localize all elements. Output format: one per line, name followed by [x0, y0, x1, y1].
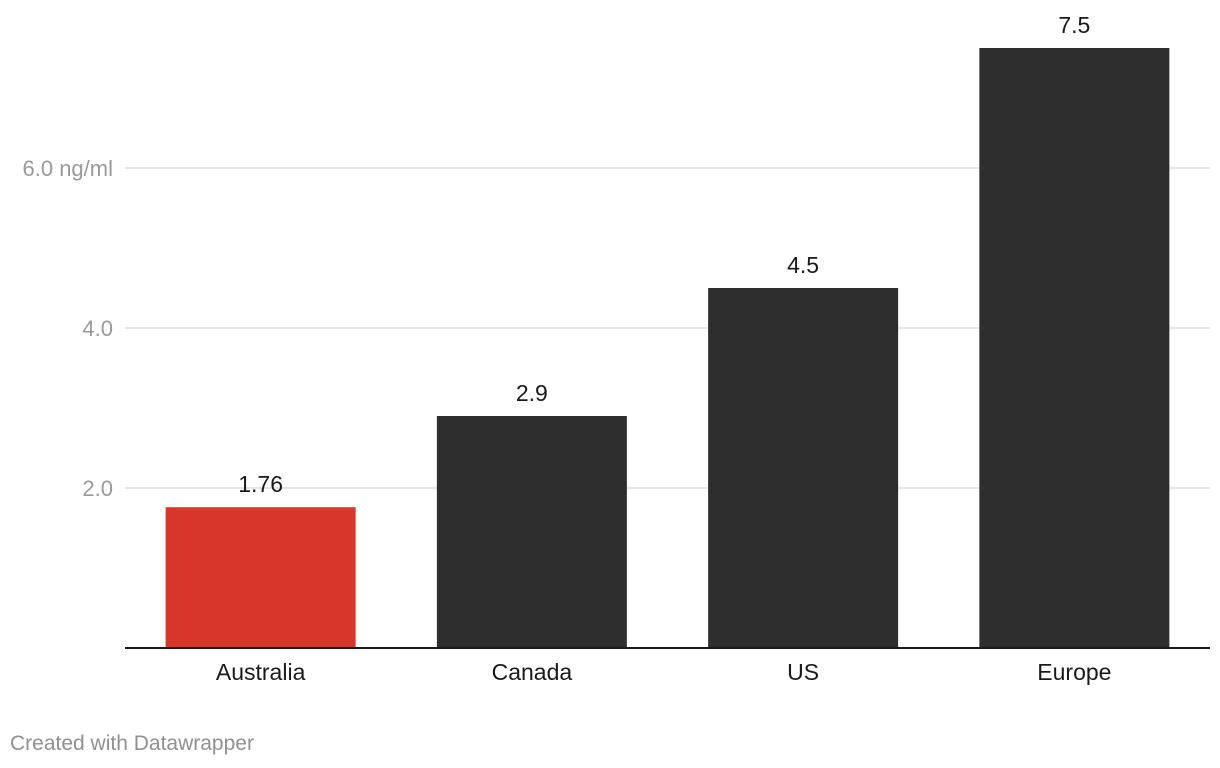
x-tick-label: US: [787, 659, 819, 685]
x-tick-label: Canada: [492, 659, 573, 685]
bar-australia: [165, 507, 356, 648]
footer-credit: Created with Datawrapper: [10, 732, 254, 755]
data-label: 2.9: [516, 380, 548, 406]
bar-europe: [979, 48, 1170, 648]
bar-us: [708, 288, 899, 648]
y-tick-label: 4.0: [82, 316, 113, 341]
y-tick-label: 6.0 ng/ml: [23, 156, 114, 181]
bar-chart: 2.0 4.0 6.0 ng/ml 1.76 Australia 2.9 Canada 4.5…: [23, 12, 1210, 685]
data-label: 7.5: [1058, 12, 1090, 38]
data-label: 4.5: [787, 252, 819, 278]
y-tick-label: 2.0: [82, 476, 113, 501]
x-tick-label: Australia: [216, 659, 306, 685]
bar-canada: [436, 416, 627, 648]
x-tick-label: Europe: [1037, 659, 1111, 685]
data-label: 1.76: [238, 471, 283, 497]
